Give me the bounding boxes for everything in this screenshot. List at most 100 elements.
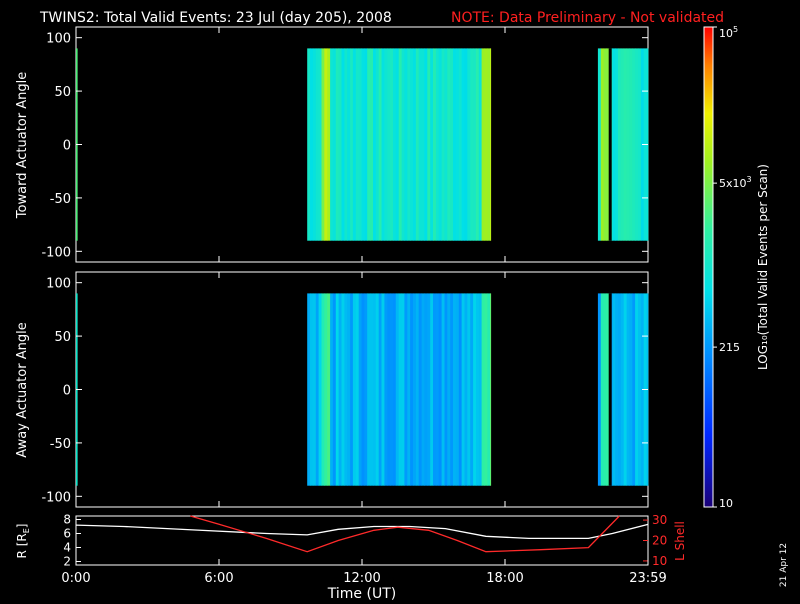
x-tick-label: 0:00 xyxy=(61,571,90,586)
heatmap-cell xyxy=(330,293,334,486)
heatmap-cell xyxy=(464,48,468,241)
y-tick-label: 50 xyxy=(54,330,71,345)
heatmap-cell xyxy=(418,48,422,241)
date-stamp: 21 Apr 12 xyxy=(779,543,789,587)
heatmap-cell xyxy=(321,293,325,486)
heatmap-cell xyxy=(350,293,354,486)
heatmap-cell xyxy=(623,48,627,241)
heatmap-cell xyxy=(470,293,474,486)
heatmap-cell xyxy=(626,48,630,241)
heatmap-cell xyxy=(464,293,468,486)
y-tick-label: -50 xyxy=(50,192,71,207)
heatmap-cell xyxy=(324,48,328,241)
colorbar-tick-base: 10 xyxy=(719,27,733,40)
heatmap-cell xyxy=(335,48,340,241)
heatmap-cell xyxy=(390,48,394,241)
heatmap-cell xyxy=(347,293,351,486)
data-gap-stripe xyxy=(608,48,612,241)
heatmap-cell xyxy=(438,48,442,241)
heatmap-cell xyxy=(352,48,357,241)
heatmap-cell xyxy=(632,48,636,241)
heatmap-cell xyxy=(635,48,639,241)
heatmap-cell xyxy=(364,293,368,486)
heatmap-cell xyxy=(441,293,445,486)
heatmap-cell xyxy=(615,48,619,241)
heatmap-cell xyxy=(387,293,391,486)
y-tick-label: -50 xyxy=(50,437,71,452)
heatmap-cell xyxy=(478,293,483,486)
heatmap-cell xyxy=(424,293,428,486)
y-tick-label: 100 xyxy=(46,32,71,47)
heatmap-cell xyxy=(430,48,434,241)
y-axis-label-away: Away Actuator Angle xyxy=(15,322,30,457)
heatmap-cell xyxy=(606,293,610,486)
heatmap-cell xyxy=(352,293,357,486)
heatmap-cell xyxy=(455,293,460,486)
heatmap-cell xyxy=(350,48,354,241)
heatmap-cell xyxy=(310,293,314,486)
heatmap-cell xyxy=(367,48,371,241)
heatmap-cell xyxy=(415,48,420,241)
heatmap-cell xyxy=(603,48,607,241)
heatmap-cell xyxy=(373,293,377,486)
preliminary-note: NOTE: Data Preliminary - Not validated xyxy=(451,10,724,26)
heatmap-cell xyxy=(378,48,382,241)
heatmap-cell xyxy=(597,293,602,486)
heatmap-cell xyxy=(332,48,337,241)
heatmap-cell xyxy=(597,48,602,241)
heatmap-cell xyxy=(375,293,380,486)
heatmap-cell xyxy=(450,293,454,486)
heatmap-cell xyxy=(461,293,465,486)
heatmap-cell xyxy=(484,48,488,241)
x-tick-label: 23:59 xyxy=(629,571,666,586)
heatmap-cell xyxy=(632,293,636,486)
heatmap-cell xyxy=(447,48,451,241)
heatmap-cell xyxy=(315,293,320,486)
heatmap-cell xyxy=(455,48,460,241)
heatmap-cell xyxy=(418,293,422,486)
x-axis-label: Time (UT) xyxy=(327,586,396,600)
heatmap-cell xyxy=(404,48,408,241)
heatmap-cell xyxy=(330,48,334,241)
heatmap-cell xyxy=(453,48,457,241)
heatmap-cell xyxy=(421,293,425,486)
heatmap-cell xyxy=(487,293,491,486)
heatmap-cell xyxy=(612,48,616,241)
heatmap-cell xyxy=(435,48,440,241)
heatmap-cell xyxy=(327,293,331,486)
heatmap-cell xyxy=(427,48,431,241)
heatmap-cell xyxy=(378,293,382,486)
heatmap-cell xyxy=(467,48,471,241)
heatmap-cell xyxy=(384,293,388,486)
heatmap-cell xyxy=(415,293,420,486)
y-tick-label-left: 2 xyxy=(63,555,71,569)
heatmap-cell xyxy=(484,293,488,486)
heatmap-cell xyxy=(481,48,485,241)
y-tick-label-left: 4 xyxy=(63,541,71,555)
heatmap-cell xyxy=(310,48,314,241)
heatmap-cell xyxy=(338,48,342,241)
heatmap-cell xyxy=(623,293,627,486)
colorbar-tick-base: 215 xyxy=(719,341,740,354)
heatmap-cell xyxy=(364,48,368,241)
heatmap-cell xyxy=(635,293,639,486)
heatmap-cell xyxy=(458,293,463,486)
heatmap-cell xyxy=(410,293,414,486)
colorbar-tick-exponent: 5 xyxy=(733,25,738,34)
colorbar-tick-exponent: 3 xyxy=(747,175,752,184)
heatmap-cell xyxy=(390,293,394,486)
heatmap-cell xyxy=(344,48,348,241)
heatmap-cell xyxy=(433,293,437,486)
colorbar-tick-label: 5x103 xyxy=(719,175,752,190)
heatmap-cell xyxy=(638,48,642,241)
heatmap-cell xyxy=(387,48,391,241)
heatmap-cell xyxy=(361,48,365,241)
colorbar-gradient xyxy=(703,26,714,508)
heatmap-cell xyxy=(324,293,328,486)
heatmap-cell xyxy=(433,48,437,241)
heatmap-cell xyxy=(395,48,400,241)
y-tick-label: 50 xyxy=(54,85,71,100)
heatmap-cell xyxy=(355,48,360,241)
